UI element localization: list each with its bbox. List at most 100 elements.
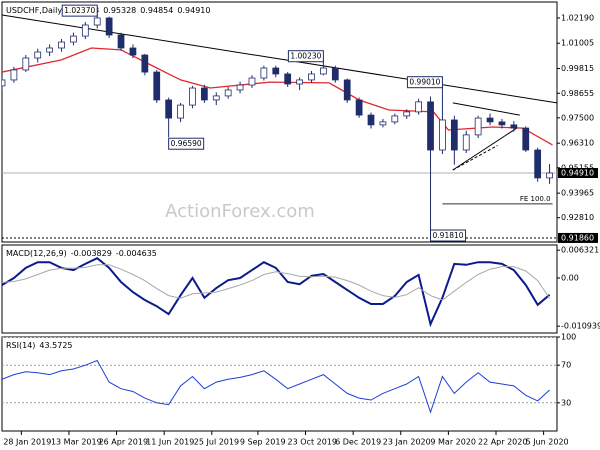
x-tick-label: 5 Jun 2020	[526, 438, 569, 447]
header-value: 0.94854	[140, 6, 173, 15]
x-tick-label: 25 Jul 2019	[194, 438, 239, 447]
y-tick-label: 0.92810	[561, 213, 594, 222]
candle-body	[415, 101, 422, 113]
candle-body	[391, 115, 399, 123]
y-tick-label: 0.97500	[561, 113, 594, 122]
annotation-box	[287, 50, 324, 63]
candle-body	[260, 67, 268, 79]
candle-body	[22, 57, 30, 71]
candle-body	[224, 89, 232, 97]
annotation-box	[430, 229, 467, 242]
candle-body	[367, 114, 375, 126]
y-tick-label: -0.010939	[561, 322, 600, 331]
moving-average	[2, 47, 553, 146]
y-tick-label: 100	[561, 333, 576, 342]
x-tick-label: 23 Jan 2020	[383, 438, 431, 447]
y-tick-label: 0.00	[561, 274, 579, 283]
annotation-label: 1.02370	[64, 6, 95, 15]
x-tick-label: 26 Apr 2019	[99, 438, 148, 447]
annotation-label: 0.96590	[171, 139, 202, 148]
price-highlight-label: 0.94910	[561, 169, 594, 178]
candle-body	[153, 71, 161, 101]
candle-body	[343, 79, 351, 101]
y-tick-label: 0.95155	[561, 163, 594, 172]
annotation-box	[168, 137, 205, 150]
candle-body	[355, 99, 363, 116]
candle-body	[105, 17, 113, 36]
price-highlight	[558, 168, 598, 179]
candle-body	[510, 124, 518, 129]
candle-body	[212, 95, 220, 101]
watermark: ActionForex.com	[165, 201, 315, 222]
candle-body	[427, 101, 434, 151]
candle-body	[129, 47, 137, 56]
panel-title: RSI(14)	[6, 341, 35, 350]
series-line	[2, 359, 550, 414]
y-tick-label: 1.02190	[561, 13, 594, 22]
trendline	[452, 102, 520, 116]
candle-body	[58, 41, 65, 49]
candle-body	[93, 17, 101, 26]
x-tick-label: 28 Jan 2019	[3, 438, 51, 447]
annotation-label: 1.00230	[290, 52, 321, 61]
header-value: -0.003829	[71, 249, 112, 258]
candle-body	[141, 54, 149, 73]
candle-body	[439, 119, 446, 151]
header-value: -0.004635	[116, 249, 157, 258]
price-highlight-label: 0.91860	[561, 233, 594, 242]
candle-body	[177, 104, 184, 119]
panel-title: MACD(12,26,9)	[6, 249, 67, 258]
header-value: 43.5725	[39, 341, 72, 350]
trendline	[2, 14, 557, 104]
plot	[2, 14, 557, 240]
candle-body	[248, 77, 256, 86]
panel-frame	[1, 1, 558, 243]
candle-body	[522, 127, 530, 151]
candle-body	[46, 47, 53, 53]
candle-body	[81, 24, 89, 37]
plot	[2, 257, 551, 328]
x-tick-label: 9 Mar 2020	[430, 438, 476, 447]
plot	[2, 337, 557, 414]
candle-body	[296, 79, 303, 85]
candle-body	[379, 121, 387, 126]
annotation-box	[61, 4, 98, 17]
x-tick-label: 6 Dec 2019	[335, 438, 381, 447]
candle-body	[200, 87, 208, 101]
candle-body	[70, 35, 77, 43]
y-tick-label: 0.96310	[561, 139, 594, 148]
y-tick-label: 0.93965	[561, 189, 594, 198]
candle-body	[10, 69, 18, 81]
candle-body	[498, 121, 506, 126]
panel-header: MACD(12,26,9) -0.003829 -0.004635	[6, 249, 157, 258]
panel-title: USDCHF,Daily	[6, 6, 62, 15]
candle-body	[534, 149, 542, 179]
candle-body	[284, 73, 292, 85]
candle-body	[486, 117, 494, 123]
candle-body	[189, 87, 196, 106]
candle-body	[34, 51, 42, 59]
y-tick-label: 0.006321	[561, 246, 599, 255]
fe-label: FE 100.0	[520, 195, 551, 203]
candle-body	[320, 67, 327, 75]
y-tick-label: 70	[561, 361, 571, 370]
x-tick-label: 23 Oct 2019	[288, 438, 337, 447]
series-line	[2, 257, 551, 328]
y-tick-label: 30	[561, 398, 571, 407]
y-tick-label: 1.01005	[561, 39, 594, 48]
trendline	[452, 145, 498, 171]
candle-body	[117, 34, 125, 49]
panel-frame	[1, 244, 558, 334]
candle-body	[546, 172, 553, 179]
annotation-label: 0.99010	[409, 78, 440, 87]
y-tick-label: 0.99815	[561, 64, 594, 73]
panel-header: RSI(14) 43.5725	[6, 341, 73, 350]
price-highlight	[558, 232, 598, 243]
trendline	[452, 127, 518, 171]
annotation-box	[406, 76, 443, 89]
candle-body	[236, 84, 244, 91]
x-tick-label: 9 Sep 2019	[240, 438, 286, 447]
